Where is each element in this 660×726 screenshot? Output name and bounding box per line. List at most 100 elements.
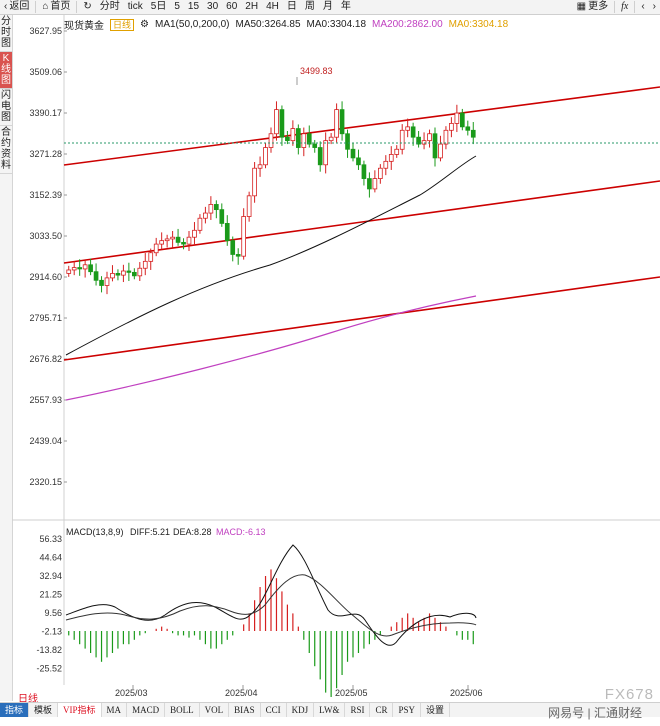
tab-lw[interactable]: LW& <box>314 703 346 717</box>
period-15[interactable]: 15 <box>187 1 200 12</box>
ma50-line <box>65 155 477 356</box>
period-4h[interactable]: 4H <box>266 1 279 12</box>
watermark-logo: FX678 <box>604 686 654 703</box>
period-month[interactable]: 月 <box>322 1 333 12</box>
candle-body <box>454 112 460 124</box>
top-toolbar: ‹ 返回 ⌂ 首页 ↻ 分时 tick 5日 5 15 30 60 2H 4H 日 … <box>0 0 660 15</box>
period-2h[interactable]: 2H <box>245 1 259 12</box>
candle-body <box>268 133 274 148</box>
date-tick-label: 2025/05 <box>335 688 368 698</box>
chevron-right-icon: › <box>652 1 656 12</box>
left-sidebar: 分时图 K线图 闪电图 合约资料 <box>0 15 13 701</box>
period-5day[interactable]: 5日 <box>150 1 167 12</box>
candle-body <box>170 236 175 240</box>
period-year[interactable]: 年 <box>340 1 351 12</box>
macd-tick-label: 56.33 <box>39 534 62 544</box>
tab-contract-info[interactable]: 合约资料 <box>0 126 12 174</box>
price-tick-label: 2676.82 <box>29 354 62 364</box>
tab-bias[interactable]: BIAS <box>229 703 261 717</box>
candle-body <box>438 143 443 159</box>
bottom-indicator-tabs: 指标 模板 VIP指标 MA MACD BOLL VOL BIAS CCI KD… <box>0 702 660 717</box>
candle-body <box>235 254 241 257</box>
macd-diff: DIFF:5.21 <box>130 527 170 537</box>
candle-body <box>115 273 121 276</box>
macd-value: MACD:-6.13 <box>216 527 266 537</box>
macd-tick-label: -25.52 <box>36 664 62 674</box>
candle-body <box>421 140 427 145</box>
tab-kline[interactable]: K线图 <box>0 52 12 89</box>
price-tick-label: 3509.06 <box>29 67 62 77</box>
candle-body <box>142 260 148 269</box>
period-60[interactable]: 60 <box>226 1 238 12</box>
candle-body <box>164 238 170 242</box>
tab-vip-indicators[interactable]: VIP指标 <box>58 703 102 717</box>
gear-icon[interactable]: ⚙ <box>140 19 149 30</box>
home-icon: ⌂ <box>42 1 49 12</box>
candle-body <box>274 109 279 135</box>
candle-body <box>252 167 257 197</box>
fx-button[interactable]: fx <box>617 0 632 14</box>
period-30[interactable]: 30 <box>207 1 219 12</box>
candle-body <box>285 136 290 142</box>
tab-indicators[interactable]: 指标 <box>0 703 30 717</box>
candle-body <box>377 167 383 179</box>
price-tick-label: 3033.50 <box>29 231 62 241</box>
tab-cr[interactable]: CR <box>370 703 394 717</box>
candle-body <box>339 109 345 135</box>
tab-kdj[interactable]: KDJ <box>287 703 315 717</box>
tab-psy[interactable]: PSY <box>393 703 421 717</box>
refresh-button[interactable]: ↻ <box>79 0 95 14</box>
home-button[interactable]: ⌂ 首页 <box>42 1 71 12</box>
macd-tick-label: 9.56 <box>44 608 62 618</box>
period-tick[interactable]: tick <box>127 1 143 12</box>
tab-ma[interactable]: MA <box>102 703 128 717</box>
watermark-sub: 网易号 | 汇通财经 <box>548 706 642 720</box>
candle-body <box>405 126 411 131</box>
macd-tick-label: 32.94 <box>39 571 62 581</box>
candle-body <box>148 252 154 262</box>
price-tick-label: 3152.39 <box>29 190 62 200</box>
tab-lightning[interactable]: 闪电图 <box>0 89 12 126</box>
candle-body <box>449 123 454 131</box>
period-5[interactable]: 5 <box>174 1 180 12</box>
period-tag: 日线 <box>110 18 135 31</box>
candle-body <box>181 241 186 245</box>
tab-boll[interactable]: BOLL <box>165 703 200 717</box>
candle-body <box>246 195 252 217</box>
tab-settings[interactable]: 设置 <box>421 703 451 717</box>
candle-body <box>137 267 143 277</box>
candle-body <box>323 140 329 166</box>
back-button[interactable]: ‹ 返回 <box>4 1 30 12</box>
period-day[interactable]: 日 <box>286 1 297 12</box>
watermark-brand: 汇通财经 <box>593 706 642 720</box>
tab-fenshi[interactable]: 分时图 <box>0 15 12 52</box>
more-button[interactable]: ▦ 更多 <box>576 1 609 12</box>
date-tick-label: 2025/03 <box>115 688 148 698</box>
candle-body <box>279 109 285 138</box>
candle-body <box>328 136 334 142</box>
prev-button[interactable]: ‹ <box>637 0 648 14</box>
candle-body <box>82 264 88 270</box>
next-button[interactable]: › <box>649 0 660 14</box>
tab-cci[interactable]: CCI <box>261 703 287 717</box>
price-chart[interactable]: 3627.95 3509.06 3390.17 3271.28 3152.39 3033.… <box>0 15 660 701</box>
candle-body <box>104 277 110 286</box>
candle-body <box>110 273 115 279</box>
candle-body <box>159 240 165 245</box>
divider <box>35 1 37 13</box>
candle-body <box>175 236 181 243</box>
candle-body <box>470 129 476 138</box>
tab-template[interactable]: 模板 <box>29 703 59 717</box>
candle-body <box>383 160 389 169</box>
period-fenshi[interactable]: 分时 <box>99 1 120 12</box>
period-week[interactable]: 周 <box>304 1 315 12</box>
tab-rsi[interactable]: RSI <box>345 703 371 717</box>
trend-channel-line <box>63 86 660 166</box>
macd-tick-label: -2.13 <box>41 627 62 637</box>
tab-macd[interactable]: MACD <box>127 703 166 717</box>
tab-vol[interactable]: VOL <box>200 703 230 717</box>
candle-body <box>186 236 192 245</box>
candle-body <box>99 279 104 286</box>
candle-body <box>66 269 72 274</box>
macd-tick-label: 21.25 <box>39 590 62 600</box>
